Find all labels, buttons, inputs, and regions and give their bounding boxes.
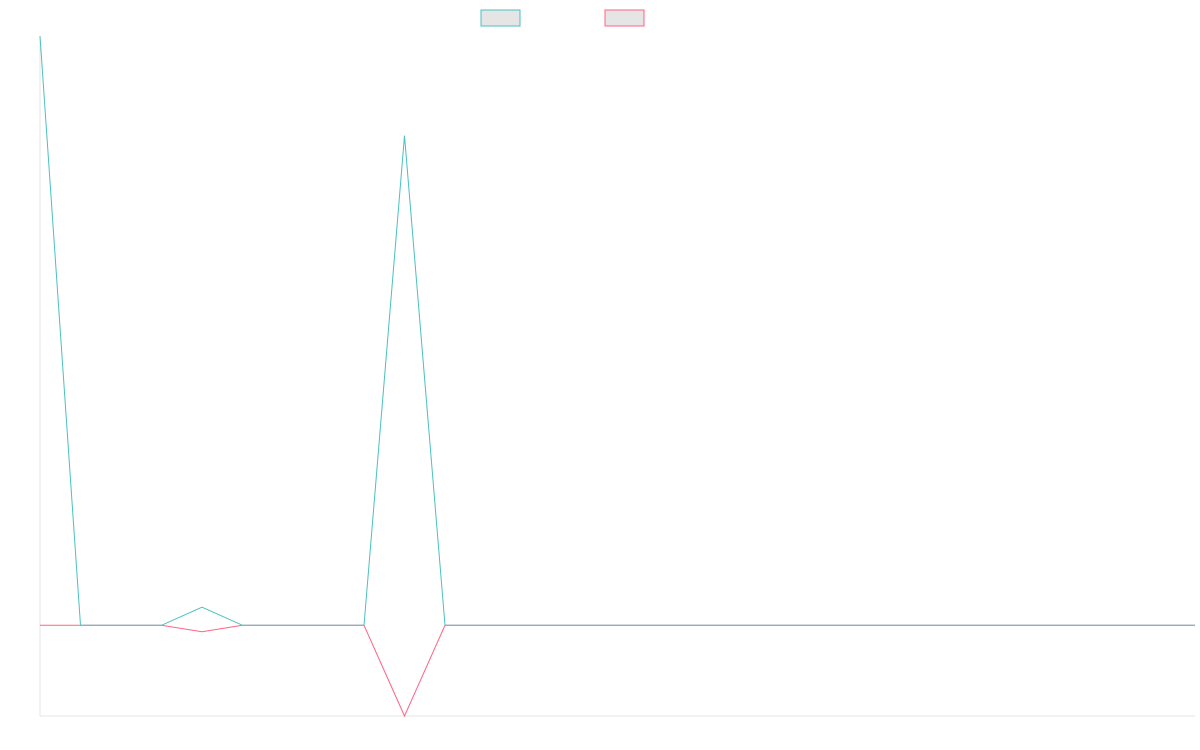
legend-swatch-series-2[interactable] [604,9,645,27]
legend-swatch-series-1[interactable] [480,9,521,27]
series-area [39,35,1195,718]
legend [480,9,645,27]
axes [39,36,1195,717]
series-line-2 [40,624,1195,718]
series-line-1 [39,35,1195,626]
